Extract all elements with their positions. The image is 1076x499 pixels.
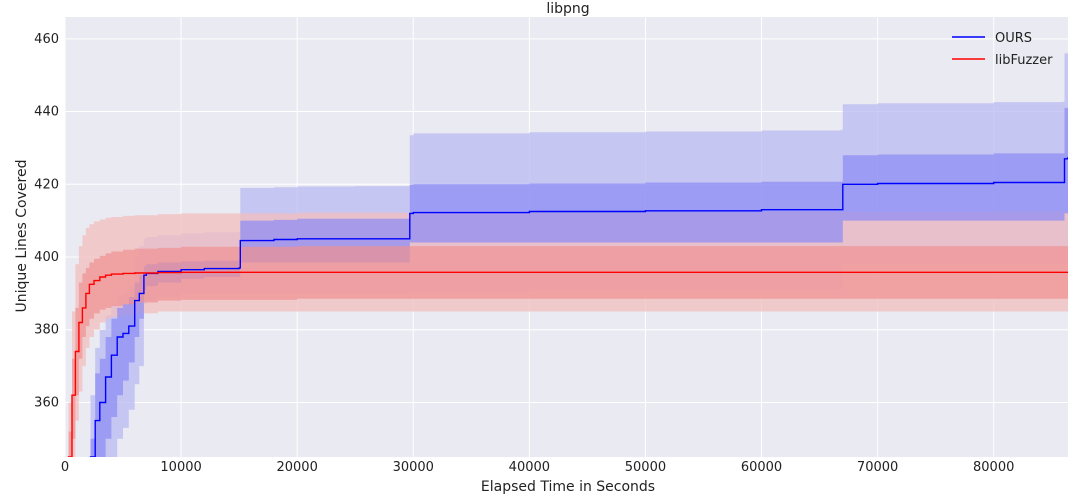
- y-tick-label: 440: [34, 105, 59, 120]
- ours-inner-band: [90, 107, 1068, 457]
- libfuzzer-inner-band: [68, 246, 1068, 457]
- tick-labels: 0 10000 20000 30000 40000 50000 60000 70000 8000…: [34, 32, 1014, 475]
- x-axis-label: Elapsed Time in Seconds: [481, 479, 655, 495]
- x-tick-label: 70000: [857, 460, 898, 475]
- y-tick-label: 460: [34, 32, 59, 47]
- y-tick-label: 400: [34, 250, 59, 265]
- y-tick-label: 420: [34, 177, 59, 192]
- libfuzzer-legend-label: libFuzzer: [995, 53, 1053, 68]
- x-tick-label: 20000: [276, 460, 317, 475]
- libfuzzer-line: [67, 271, 1068, 457]
- ours-line: [89, 157, 1068, 457]
- x-tick-label: 60000: [741, 460, 782, 475]
- x-tick-label: 80000: [973, 460, 1014, 475]
- legend: OURS libFuzzer: [952, 31, 1053, 68]
- x-tick-label: 30000: [393, 460, 434, 475]
- ours-legend-label: OURS: [995, 31, 1032, 46]
- y-tick-label: 360: [34, 395, 59, 410]
- y-axis-label: Unique Lines Covered: [14, 160, 30, 313]
- y-tick-label: 380: [34, 323, 59, 338]
- x-tick-label: 10000: [160, 460, 201, 475]
- x-tick-label: 50000: [625, 460, 666, 475]
- series-lines: [67, 157, 1068, 457]
- chart-title: libpng: [546, 1, 589, 17]
- x-tick-label: 0: [61, 460, 69, 475]
- x-tick-label: 40000: [509, 460, 550, 475]
